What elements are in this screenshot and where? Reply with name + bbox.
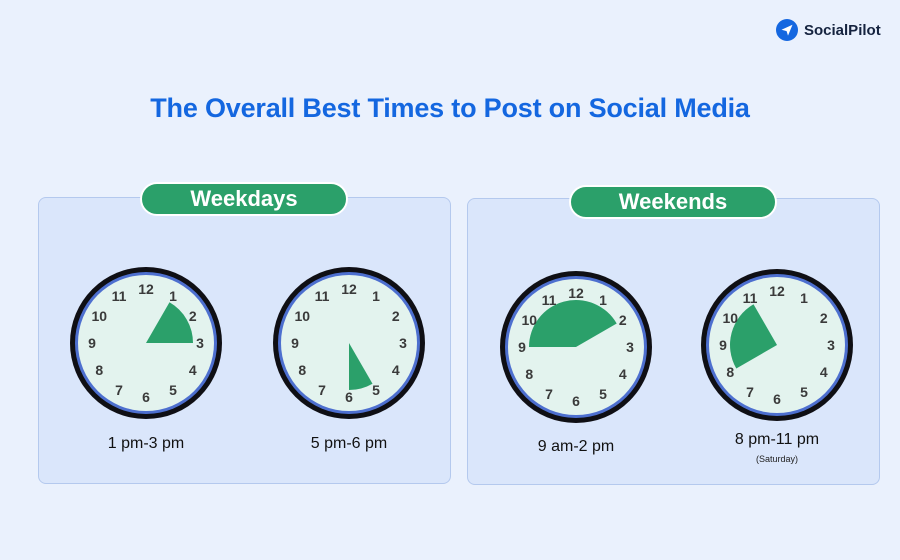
dial-number: 10 <box>722 310 738 326</box>
dial-number: 11 <box>542 292 557 308</box>
dial-number: 12 <box>568 285 584 301</box>
dial-number: 8 <box>525 366 533 382</box>
time-range-wedge <box>529 300 617 347</box>
dial-number: 11 <box>315 288 330 304</box>
time-range-wedge <box>349 343 373 390</box>
clock-time-label: 8 pm-11 pm <box>734 431 820 448</box>
paper-plane-icon <box>776 19 798 41</box>
dial-number: 2 <box>619 312 627 328</box>
dial-number: 1 <box>599 292 607 308</box>
brand-name: SocialPilot <box>804 21 881 39</box>
weekends-heading: Weekends <box>569 185 777 219</box>
dial-number: 12 <box>341 281 357 297</box>
dial-number: 5 <box>599 386 607 402</box>
dial-number: 4 <box>189 362 197 378</box>
dial-number: 12 <box>769 283 785 299</box>
clock-note: (Saturday) <box>755 454 799 464</box>
dial-number: 3 <box>827 337 835 353</box>
clock-weekdays-2: 12 12 3 45 6 78 9 10 11 <box>273 267 425 419</box>
clock-weekends-2: 12 12 3 45 6 78 9 10 11 <box>701 269 853 421</box>
dial-number: 4 <box>392 362 400 378</box>
dial-number: 6 <box>572 393 580 409</box>
clock-weekends-1: 12 12 3 45 6 78 9 10 11 <box>500 271 652 423</box>
dial-number: 9 <box>88 335 96 351</box>
dial-number: 4 <box>619 366 627 382</box>
dial-number: 2 <box>820 310 828 326</box>
dial-number: 6 <box>142 389 150 405</box>
dial-number: 4 <box>820 364 828 380</box>
dial-number: 11 <box>112 288 127 304</box>
weekdays-heading: Weekdays <box>140 182 348 216</box>
dial-number: 5 <box>800 384 808 400</box>
dial-number: 2 <box>392 308 400 324</box>
dial-number: 3 <box>196 335 204 351</box>
dial-number: 8 <box>298 362 306 378</box>
time-range-wedge <box>730 304 777 369</box>
clock-weekdays-1: 12 12 3 45 6 78 9 10 11 <box>70 267 222 419</box>
dial-number: 9 <box>719 337 727 353</box>
page-title: The Overall Best Times to Post on Social… <box>150 93 750 123</box>
dial-number: 10 <box>521 312 537 328</box>
dial-number: 12 <box>138 281 154 297</box>
dial-number: 6 <box>345 389 353 405</box>
dial-number: 11 <box>743 290 758 306</box>
dial-number: 7 <box>545 386 553 402</box>
dial-number: 2 <box>189 308 197 324</box>
dial-number: 3 <box>399 335 407 351</box>
dial-number: 9 <box>291 335 299 351</box>
dial-number: 3 <box>626 339 634 355</box>
dial-number: 5 <box>169 382 177 398</box>
dial-number: 1 <box>372 288 380 304</box>
brand-logo: SocialPilot <box>776 18 881 42</box>
dial-number: 1 <box>800 290 808 306</box>
dial-number: 6 <box>773 391 781 407</box>
dial-number: 8 <box>726 364 734 380</box>
clock-time-label: 5 pm-6 pm <box>310 435 388 452</box>
dial-number: 1 <box>169 288 177 304</box>
dial-number: 7 <box>115 382 123 398</box>
clock-time-label: 9 am-2 pm <box>537 438 615 455</box>
dial-number: 8 <box>95 362 103 378</box>
time-range-wedge <box>146 302 193 343</box>
dial-number: 10 <box>91 308 107 324</box>
dial-number: 9 <box>518 339 526 355</box>
dial-number: 7 <box>746 384 754 400</box>
dial-number: 7 <box>318 382 326 398</box>
clock-time-label: 1 pm-3 pm <box>107 435 185 452</box>
dial-number: 10 <box>294 308 310 324</box>
dial-number: 5 <box>372 382 380 398</box>
